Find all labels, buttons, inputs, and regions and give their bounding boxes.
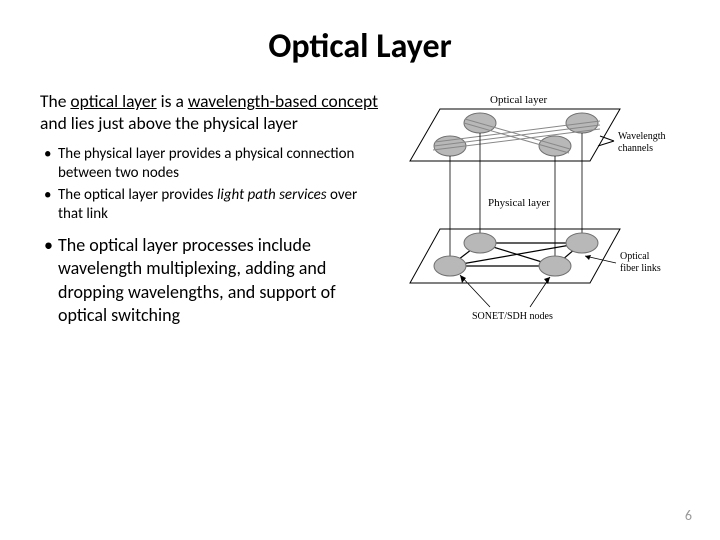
content-row: The optical layer is a wavelength-based … (40, 91, 680, 371)
sonet-callout: SONET/SDH nodes (460, 275, 553, 322)
sonet-label: SONET/SDH nodes (472, 311, 553, 322)
wavelength-channels-callout: Wavelength channels (598, 131, 666, 154)
optical-layer-label: Optical layer (490, 94, 547, 106)
wavelength-label-1: Wavelength (618, 131, 666, 142)
intro-mid1: is a (157, 90, 188, 112)
bullet-italic: light path services (217, 186, 327, 204)
intro-u2: wavelength-based concept (188, 90, 378, 112)
slide-title: Optical Layer (40, 26, 680, 67)
wavelength-label-2: channels (618, 143, 653, 154)
intro-mid2: and lies just above the physical layer (40, 112, 298, 134)
small-bullet-list: The physical layer provides a physical c… (40, 145, 378, 224)
optical-layer-plane (410, 109, 620, 161)
bullet-text: The optical layer processes include wave… (58, 234, 336, 326)
text-column: The optical layer is a wavelength-based … (40, 91, 378, 371)
page-number: 6 (685, 507, 692, 524)
layers-diagram: Optical layer Wavelength channels Physic… (390, 91, 680, 371)
big-bullet-list: The optical layer processes include wave… (40, 234, 378, 328)
intro-u1: optical layer (70, 90, 156, 112)
fiber-label-2: fiber links (620, 263, 661, 274)
bullet-pre: The optical layer provides (58, 186, 217, 204)
diagram-column: Optical layer Wavelength channels Physic… (390, 91, 680, 371)
intro-paragraph: The optical layer is a wavelength-based … (40, 91, 378, 135)
slide: Optical Layer The optical layer is a wav… (0, 0, 720, 540)
list-item: The physical layer provides a physical c… (58, 145, 378, 183)
physical-layer-label: Physical layer (488, 197, 550, 209)
intro-pre: The (40, 90, 70, 112)
list-item: The optical layer provides light path se… (58, 186, 378, 224)
list-item: The optical layer processes include wave… (58, 234, 378, 328)
fiber-label-1: Optical (620, 251, 650, 262)
bullet-text: The physical layer provides a physical c… (58, 145, 354, 182)
